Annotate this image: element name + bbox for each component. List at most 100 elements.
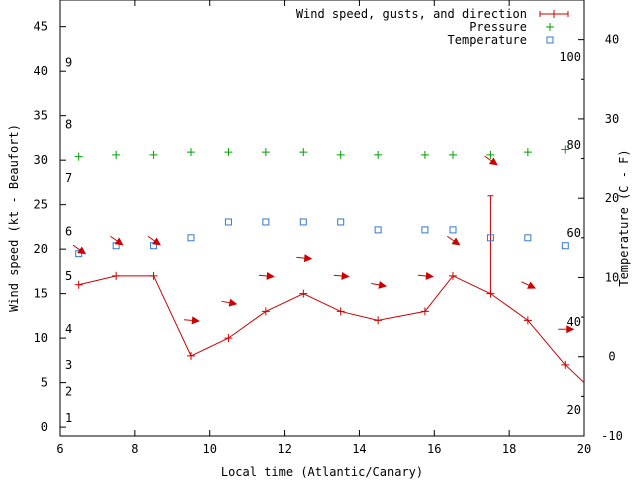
fahrenheit-label: 80 <box>567 138 581 152</box>
wind-direction-arrow <box>371 280 388 289</box>
beaufort-label: 2 <box>65 385 72 399</box>
pressure-point <box>224 148 233 157</box>
x-axis-title: Local time (Atlantic/Canary) <box>221 465 423 479</box>
temperature-point <box>561 242 569 250</box>
legend-swatch-marker <box>550 10 558 18</box>
legend-swatch-marker <box>546 23 554 31</box>
wind-direction-arrow <box>296 254 313 263</box>
arrow-head <box>191 316 200 325</box>
legend-label: Pressure <box>469 20 527 34</box>
gust-series <box>487 195 494 294</box>
temperature-point <box>299 218 307 226</box>
wind-direction-arrow <box>417 271 434 280</box>
temperature-point <box>262 218 270 226</box>
wind-direction-arrow <box>110 235 124 246</box>
wind-speed-point <box>299 289 308 298</box>
temperature-point <box>486 234 494 242</box>
temperature-point <box>224 218 232 226</box>
temperature-point <box>75 250 83 258</box>
pressure-point <box>74 152 83 161</box>
y2-tick-label: 30 <box>605 112 619 126</box>
x-tick-label: 20 <box>577 442 591 456</box>
y2-tick-label: 10 <box>605 270 619 284</box>
x-tick-label: 16 <box>427 442 441 456</box>
wind-speed-series <box>74 271 585 383</box>
beaufort-label: 7 <box>65 171 72 185</box>
fahrenheit-label: 40 <box>567 315 581 329</box>
y-tick-label: 45 <box>34 20 48 34</box>
pressure-point <box>561 145 570 154</box>
wind-speed-point <box>523 316 532 325</box>
y2-tick-label: -10 <box>601 429 623 443</box>
beaufort-label: 4 <box>65 322 72 336</box>
wind-speed-point <box>149 271 158 280</box>
wind-direction-arrow <box>258 271 275 280</box>
fahrenheit-label: 100 <box>559 50 581 64</box>
arrow-head <box>341 271 350 280</box>
wind-speed-point <box>74 280 83 289</box>
pressure-point <box>486 150 495 159</box>
pressure-point <box>336 150 345 159</box>
fahrenheit-label: 60 <box>567 226 581 240</box>
fahrenheit-label: 20 <box>567 403 581 417</box>
pressure-point <box>420 150 429 159</box>
wind-speed-point <box>261 307 270 316</box>
pressure-series <box>74 145 570 161</box>
pressure-point <box>261 148 270 157</box>
arrow-head <box>77 246 87 255</box>
wind-direction-arrow <box>183 316 200 325</box>
legend-label: Temperature <box>448 33 527 47</box>
beaufort-label: 6 <box>65 224 72 238</box>
arrow-head <box>451 237 461 246</box>
y-tick-label: 0 <box>41 420 48 434</box>
y-tick-label: 5 <box>41 376 48 390</box>
legend-label: Wind speed, gusts, and direction <box>296 7 527 21</box>
wind-direction-arrow <box>221 298 238 307</box>
wind-speed-point <box>420 307 429 316</box>
temperature-point <box>421 226 429 234</box>
wind-direction-arrow <box>333 271 350 280</box>
y-tick-label: 25 <box>34 198 48 212</box>
y2-tick-label: 20 <box>605 191 619 205</box>
temperature-point <box>374 226 382 234</box>
y-tick-label: 15 <box>34 287 48 301</box>
y-tick-label: 40 <box>34 64 48 78</box>
pressure-point <box>112 150 121 159</box>
wind-speed-point <box>374 316 383 325</box>
wind-speed-point <box>224 334 233 343</box>
arrow-head <box>303 254 313 263</box>
pressure-point <box>374 150 383 159</box>
x-tick-label: 8 <box>131 442 138 456</box>
y2-tick-label: 40 <box>605 33 619 47</box>
temperature-point <box>524 234 532 242</box>
pressure-point <box>523 148 532 157</box>
y-tick-label: 20 <box>34 242 48 256</box>
temperature-point <box>337 218 345 226</box>
beaufort-scale: 1 2 3 4 5 6 7 8 9 <box>65 55 72 425</box>
arrow-head <box>425 271 434 280</box>
wind-direction-arrow <box>147 235 161 246</box>
wind-speed-point <box>336 307 345 316</box>
wind-direction-arrow <box>446 235 461 246</box>
beaufort-label: 9 <box>65 55 72 69</box>
wind-direction-arrows <box>72 155 575 334</box>
temperature-point <box>187 234 195 242</box>
y-tick-label: 10 <box>34 331 48 345</box>
x-tick-label: 6 <box>56 442 63 456</box>
arrow-head <box>488 157 498 166</box>
arrow-head <box>527 281 537 289</box>
x-tick-label: 12 <box>277 442 291 456</box>
x-tick-label: 10 <box>202 442 216 456</box>
pressure-point <box>187 148 195 157</box>
y-axis-title: Wind speed (kt - Beaufort) <box>7 124 21 312</box>
wind-direction-arrow <box>521 281 537 289</box>
x-tick-label: 14 <box>352 442 366 456</box>
beaufort-label: 5 <box>65 269 72 283</box>
wind-speed-line <box>78 275 585 383</box>
wind-speed-point <box>112 271 121 280</box>
fahrenheit-scale: 20 40 60 80 100 <box>559 50 581 417</box>
arrow-head <box>152 237 161 246</box>
beaufort-label: 8 <box>65 118 72 132</box>
arrow-head <box>228 298 238 307</box>
